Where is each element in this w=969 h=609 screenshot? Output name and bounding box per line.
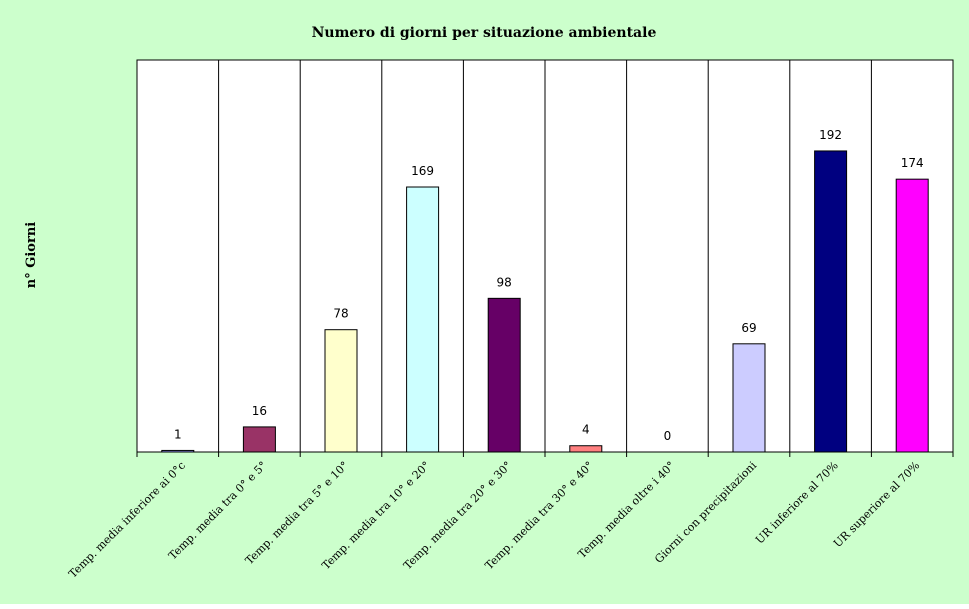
- bar: [895, 178, 929, 453]
- value-labels-group: 1 16 78 169 98 4 0 69 192 174: [174, 128, 924, 443]
- data-label: 98: [497, 275, 512, 289]
- bar: [487, 297, 521, 453]
- data-label: 169: [411, 164, 434, 178]
- data-label: 4: [582, 423, 590, 437]
- data-label: 69: [741, 321, 756, 335]
- data-label: 78: [333, 307, 348, 321]
- bar: [242, 426, 276, 453]
- data-label: 0: [664, 429, 672, 443]
- x-tick-marks: [136, 452, 954, 457]
- bar: [814, 150, 848, 453]
- data-label: 192: [819, 128, 842, 142]
- bar: [569, 445, 603, 453]
- bar: [406, 186, 440, 453]
- y-axis-label: n° Giorni: [24, 222, 39, 288]
- category-separators: [218, 60, 872, 452]
- data-label: 1: [174, 427, 182, 441]
- data-label: 174: [901, 156, 924, 170]
- bar: [324, 329, 358, 453]
- bar: [732, 343, 766, 453]
- chart-title: Numero di giorni per situazione ambienta…: [312, 25, 657, 41]
- data-label: 16: [252, 404, 267, 418]
- bars-group: [161, 150, 929, 453]
